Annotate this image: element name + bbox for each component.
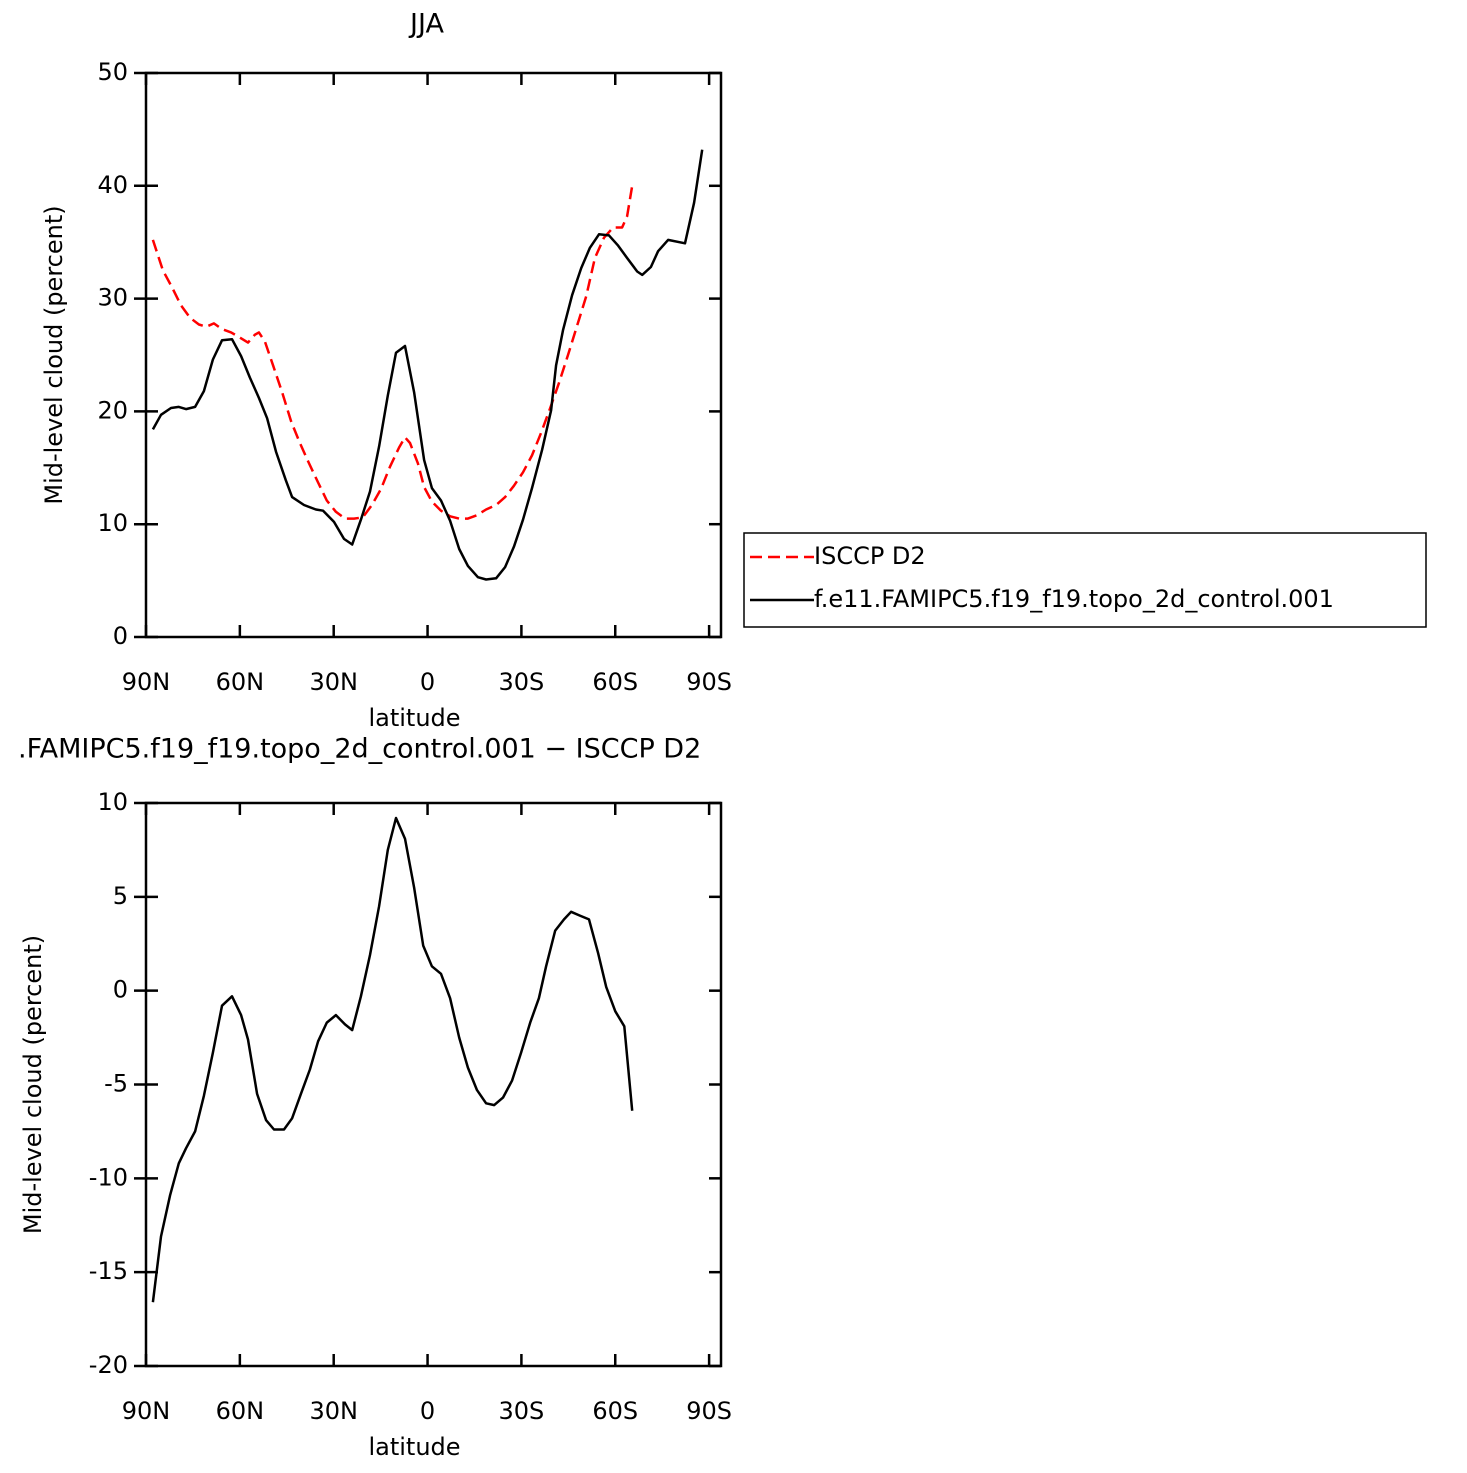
y-axis-label: Mid-level cloud (percent) — [19, 935, 47, 1234]
legend-label: f.e11.FAMIPC5.f19_f19.topo_2d_control.00… — [814, 585, 1334, 613]
y-tick-label: 0 — [113, 976, 128, 1004]
x-tick-label: 0 — [420, 1397, 435, 1425]
plot-frame — [144, 71, 723, 639]
y-tick-label: 40 — [97, 171, 128, 199]
x-axis-label: latitude — [368, 704, 460, 732]
chart-title: .FAMIPC5.f19_f19.topo_2d_control.001 − I… — [18, 734, 701, 765]
y-axis-label: Mid-level cloud (percent) — [40, 205, 68, 504]
x-tick-label: 90S — [686, 1397, 732, 1425]
y-tick-label: 0 — [113, 622, 128, 650]
y-tick-label: -5 — [104, 1070, 128, 1098]
y-tick-label: 5 — [113, 882, 128, 910]
x-tick-label: 30N — [309, 668, 358, 696]
x-tick-label: 60N — [216, 668, 265, 696]
x-tick-label: 90S — [686, 668, 732, 696]
y-tick-label: 30 — [97, 284, 128, 312]
y-tick-label: 20 — [97, 396, 128, 424]
y-tick-label: 10 — [97, 509, 128, 537]
y-tick-label: -20 — [89, 1351, 128, 1379]
y-tick-label: -15 — [89, 1257, 128, 1285]
x-tick-label: 30N — [309, 1397, 358, 1425]
x-tick-label: 60S — [592, 1397, 638, 1425]
data-line — [151, 149, 704, 581]
x-tick-label: 30S — [499, 668, 545, 696]
x-axis-label: latitude — [368, 1433, 460, 1461]
x-tick-label: 90N — [122, 1397, 171, 1425]
y-tick-label: 50 — [97, 58, 128, 86]
legend-label: ISCCP D2 — [814, 542, 926, 570]
plot-frame — [144, 801, 723, 1368]
y-tick-label: -10 — [89, 1163, 128, 1191]
chart-title: JJA — [408, 9, 444, 40]
x-tick-label: 60N — [216, 1397, 265, 1425]
x-tick-label: 0 — [420, 668, 435, 696]
x-tick-label: 60S — [592, 668, 638, 696]
x-tick-label: 90N — [122, 668, 171, 696]
y-tick-label: 10 — [97, 788, 128, 816]
x-tick-label: 30S — [499, 1397, 545, 1425]
data-line — [151, 185, 634, 520]
legend-box — [743, 532, 1427, 628]
data-line — [151, 816, 634, 1303]
